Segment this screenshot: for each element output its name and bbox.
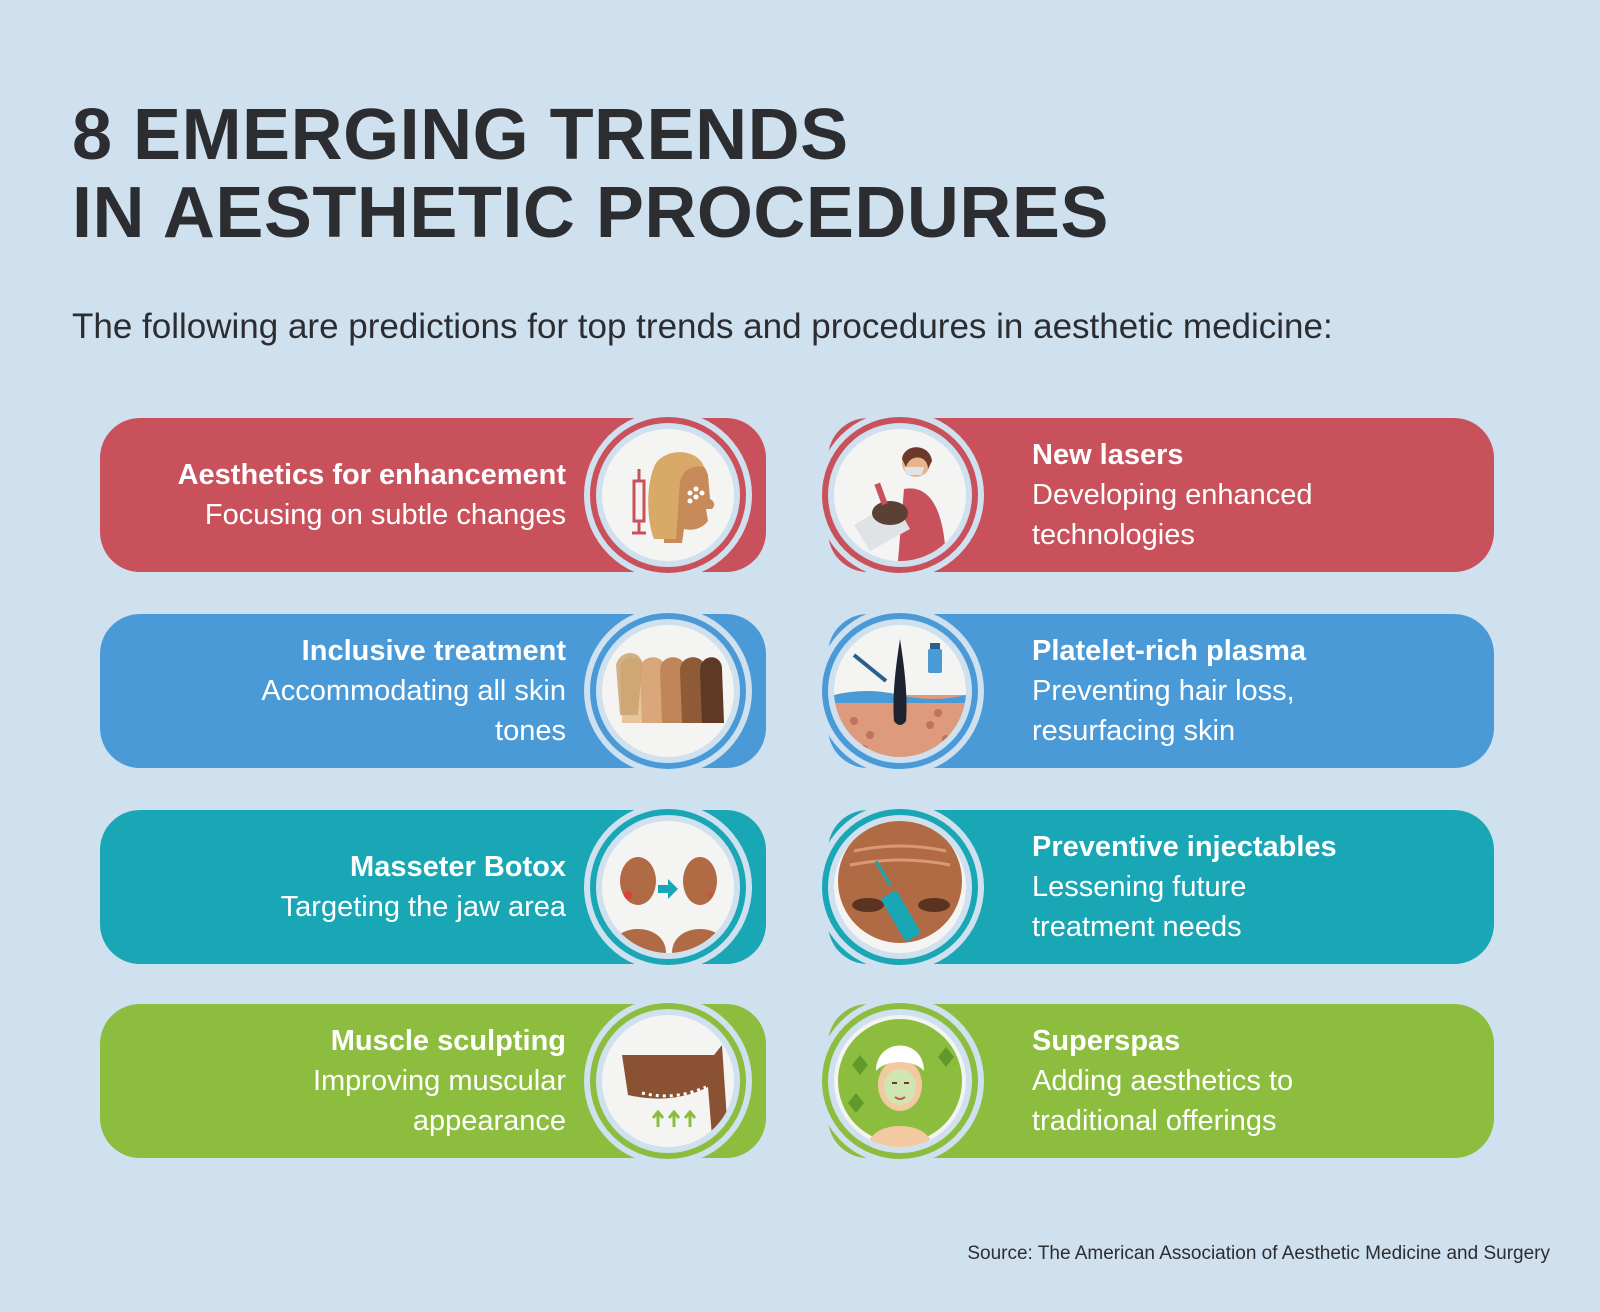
trend-description: Adding aesthetics to traditional offerin…: [1032, 1061, 1480, 1141]
hair-follicle-icon: [834, 625, 966, 757]
trend-name: Superspas: [1032, 1025, 1181, 1057]
trend-description-line: tones: [495, 715, 566, 747]
source-note: Source: The American Association of Aest…: [967, 1243, 1550, 1264]
trend-description: Focusing on subtle changes: [114, 495, 566, 535]
trend-text: New lasers Developing enhanced technolog…: [1032, 418, 1480, 572]
icon-ring: [816, 997, 984, 1165]
trend-text: Muscle sculpting Improving muscular appe…: [114, 1004, 566, 1158]
trend-description: Preventing hair loss, resurfacing skin: [1032, 671, 1480, 751]
trend-description-line: Accommodating all skin: [261, 675, 566, 707]
page-title: 8 EMERGING TRENDS IN AESTHETIC PROCEDURE…: [72, 96, 1109, 252]
trend-card-aesthetics-enhancement: Aesthetics for enhancement Focusing on s…: [100, 411, 766, 579]
trend-description: Developing enhanced technologies: [1032, 475, 1480, 555]
trend-name: New lasers: [1032, 439, 1184, 471]
trend-description-line: Lessening future: [1032, 871, 1247, 903]
trend-name: Platelet-rich plasma: [1032, 635, 1306, 667]
trend-card-preventive-injectables: Preventive injectables Lessening future …: [816, 803, 1494, 971]
icon-ring: [816, 607, 984, 775]
icon-ring: [584, 411, 752, 579]
trend-description: Accommodating all skin tones: [114, 671, 566, 751]
trend-name: Muscle sculpting: [330, 1025, 566, 1057]
trend-description-line: Adding aesthetics to: [1032, 1065, 1294, 1097]
trend-description-line: Focusing on subtle changes: [204, 499, 566, 531]
title-line-1: 8 EMERGING TRENDS: [72, 95, 849, 175]
trend-description-line: resurfacing skin: [1032, 715, 1236, 747]
trend-description-line: traditional offerings: [1032, 1105, 1277, 1137]
trend-description: Targeting the jaw area: [114, 887, 566, 927]
trend-description: Improving muscular appearance: [114, 1061, 566, 1141]
icon-ring: [816, 411, 984, 579]
trend-name: Aesthetics for enhancement: [177, 459, 566, 491]
trend-description: Lessening future treatment needs: [1032, 867, 1480, 947]
subtitle: The following are predictions for top tr…: [72, 307, 1333, 346]
trend-card-muscle-sculpting: Muscle sculpting Improving muscular appe…: [100, 997, 766, 1165]
trend-card-inclusive-treatment: Inclusive treatment Accommodating all sk…: [100, 607, 766, 775]
spa-face-mask-icon: [834, 1015, 966, 1147]
trend-description-line: Targeting the jaw area: [280, 891, 566, 923]
trend-card-new-lasers: New lasers Developing enhanced technolog…: [816, 411, 1494, 579]
trend-name: Preventive injectables: [1032, 831, 1337, 863]
trend-text: Preventive injectables Lessening future …: [1032, 810, 1480, 964]
trend-text: Inclusive treatment Accommodating all sk…: [114, 614, 566, 768]
trend-card-platelet-rich-plasma: Platelet-rich plasma Preventing hair los…: [816, 607, 1494, 775]
trend-description-line: Developing enhanced: [1032, 479, 1313, 511]
icon-ring: [584, 997, 752, 1165]
jaw-botox-icon: [602, 821, 734, 953]
laser-treatment-icon: [834, 429, 966, 561]
trend-text: Masseter Botox Targeting the jaw area: [114, 810, 566, 964]
trend-name: Inclusive treatment: [301, 635, 566, 667]
arm-muscle-icon: [602, 1015, 734, 1147]
forehead-syringe-icon: [834, 821, 966, 953]
face-injection-icon: [602, 429, 734, 561]
trend-description-line: treatment needs: [1032, 911, 1242, 943]
trend-text: Aesthetics for enhancement Focusing on s…: [114, 418, 566, 572]
trend-description-line: Improving muscular: [312, 1065, 566, 1097]
icon-ring: [816, 803, 984, 971]
trend-text: Platelet-rich plasma Preventing hair los…: [1032, 614, 1480, 768]
skin-tones-icon: [602, 625, 734, 757]
title-line-2: IN AESTHETIC PROCEDURES: [72, 173, 1109, 253]
trend-name: Masseter Botox: [350, 851, 566, 883]
trend-text: Superspas Adding aesthetics to tradition…: [1032, 1004, 1480, 1158]
trend-description-line: technologies: [1032, 519, 1195, 551]
trend-description-line: Preventing hair loss,: [1032, 675, 1295, 707]
trend-description-line: appearance: [412, 1105, 566, 1137]
icon-ring: [584, 607, 752, 775]
trend-card-masseter-botox: Masseter Botox Targeting the jaw area: [100, 803, 766, 971]
trend-card-superspas: Superspas Adding aesthetics to tradition…: [816, 997, 1494, 1165]
icon-ring: [584, 803, 752, 971]
